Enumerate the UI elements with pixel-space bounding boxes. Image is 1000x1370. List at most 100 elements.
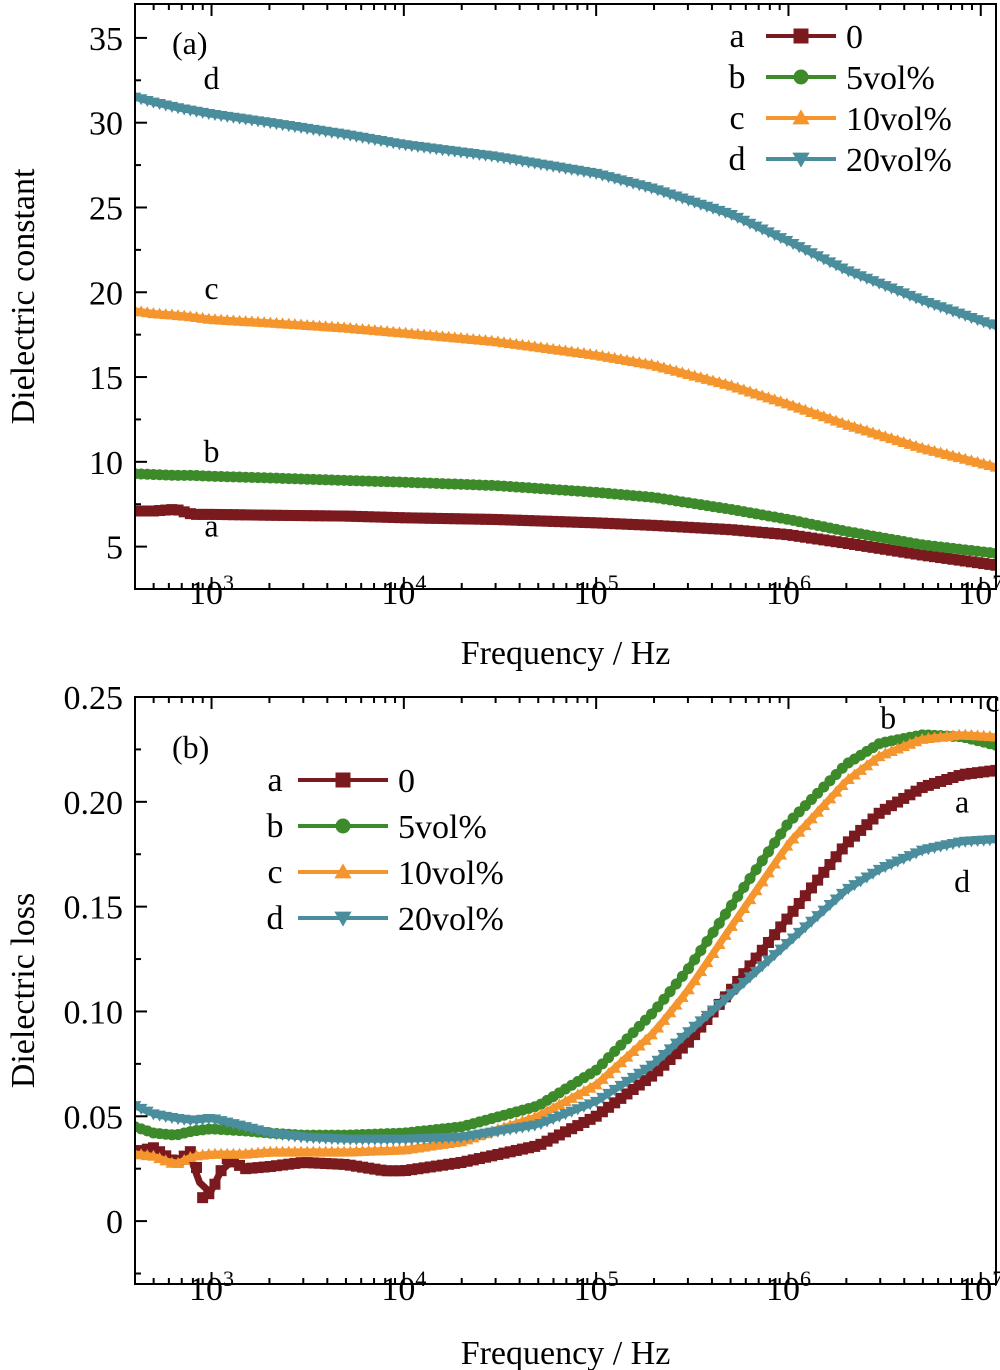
series-a-marker: [215, 509, 227, 521]
legend-letter: a: [729, 18, 744, 55]
series-b-marker: [719, 908, 731, 920]
series-a-marker: [449, 513, 461, 525]
series-a-marker: [652, 1065, 664, 1077]
series-a-marker: [516, 1143, 528, 1155]
series-c-marker: [755, 875, 769, 887]
series-a-marker: [830, 851, 842, 863]
series-a-marker: [553, 1129, 565, 1141]
y-tick-label: 35: [89, 21, 123, 58]
series-a-marker: [842, 836, 854, 848]
series-a-marker: [750, 526, 762, 538]
legend-marker: [793, 69, 809, 85]
series-a-marker: [849, 538, 861, 550]
series-c-marker: [774, 848, 788, 860]
series-c-marker: [792, 825, 806, 837]
series-a-marker: [498, 1147, 510, 1159]
series-a-marker: [480, 513, 492, 525]
series-c-marker: [872, 750, 886, 762]
series-c-marker: [811, 805, 824, 817]
series-c-marker: [989, 460, 996, 472]
series-d-marker: [811, 251, 824, 263]
series-a-marker: [430, 512, 442, 524]
series-a-marker: [959, 768, 971, 780]
series-d-marker: [719, 994, 732, 1006]
y-axis: 0 0.05 0.10 0.15 0.20 0.25: [64, 680, 147, 1275]
series-c-marker: [688, 974, 701, 986]
legend-marker: [334, 863, 352, 879]
series-a-marker: [621, 518, 633, 530]
series-a-marker: [252, 509, 264, 521]
series-a-marker: [578, 1116, 590, 1128]
series-d-marker: [805, 248, 818, 260]
series-a-marker: [590, 517, 602, 529]
series-d-marker: [817, 905, 831, 917]
series-a-marker: [990, 559, 996, 571]
x-tick-label: 103: [189, 1266, 234, 1308]
series-d-marker: [792, 927, 806, 939]
series-d-marker: [989, 834, 996, 846]
series-a-marker: [566, 516, 578, 528]
series-a-marker: [676, 521, 688, 533]
series-a-marker: [547, 1132, 559, 1144]
legend-item-d: d 20vol%: [729, 141, 952, 179]
series-a-marker: [191, 1162, 202, 1174]
series-a-marker: [658, 1059, 670, 1071]
x-tick-label: 107: [958, 1266, 1000, 1308]
series-d-marker: [848, 880, 861, 892]
series-a-marker: [603, 517, 615, 529]
plot-area: [135, 92, 996, 571]
series-d-marker: [755, 224, 769, 236]
legend: a 0b 5vol%c 10vol%d 20vol%: [267, 762, 504, 938]
series-a-marker: [929, 777, 940, 789]
series-d-marker: [632, 1068, 646, 1080]
legend-marker: [793, 28, 809, 44]
series-d-marker: [620, 1076, 634, 1088]
series-a-marker: [541, 515, 553, 527]
series-d-marker: [135, 1101, 142, 1113]
series-a-marker: [713, 523, 725, 535]
legend-item-c: c 10vol%: [267, 854, 503, 892]
series-a-marker: [393, 512, 405, 524]
series-a-marker: [596, 517, 608, 529]
series-a-marker: [270, 509, 282, 521]
series-a-marker: [910, 548, 922, 560]
series-a-marker: [824, 535, 836, 547]
series-a-marker: [240, 509, 252, 521]
series-c-marker: [743, 893, 757, 905]
series-a-marker: [258, 509, 270, 521]
series-b-marker: [670, 978, 682, 990]
series-a-marker: [535, 1138, 547, 1150]
legend-label: 10vol%: [846, 101, 952, 138]
series-a-marker: [326, 1158, 338, 1170]
x-axis-title: Frequency / Hz: [461, 635, 671, 672]
series-a-marker: [184, 508, 196, 520]
series-a-marker: [695, 522, 707, 534]
series-a-marker: [344, 1159, 356, 1171]
series-b-marker: [713, 917, 725, 929]
series-b-marker: [658, 993, 670, 1005]
legend-label: 0: [398, 763, 415, 800]
series-a-marker: [652, 520, 664, 532]
series-a-marker: [732, 975, 744, 987]
series-a-marker: [406, 1164, 418, 1176]
y-tick-label: 30: [89, 106, 123, 143]
series-a-marker: [965, 767, 977, 779]
series-a-marker: [879, 803, 891, 815]
series-a-marker: [252, 1162, 264, 1174]
x-tick-label: 105: [574, 1266, 619, 1308]
series-a-marker: [787, 529, 799, 541]
series-c-marker: [989, 730, 996, 742]
series-a-marker: [449, 1157, 461, 1169]
series-c-marker: [639, 1033, 652, 1045]
series-c-marker: [823, 792, 837, 804]
legend-marker: [335, 772, 351, 788]
chart-panel-b: 103 104 105 106 107 Frequency / Hz 0 0.05 0.10 0.…: [5, 680, 1000, 1370]
series-a-marker: [707, 523, 719, 535]
series-a-marker: [283, 1158, 295, 1170]
series-a-marker: [400, 1165, 412, 1177]
legend-label: 20vol%: [846, 142, 952, 179]
series-a-marker: [689, 1029, 701, 1041]
series-d-marker: [835, 263, 849, 275]
series-c-marker: [171, 1156, 185, 1168]
